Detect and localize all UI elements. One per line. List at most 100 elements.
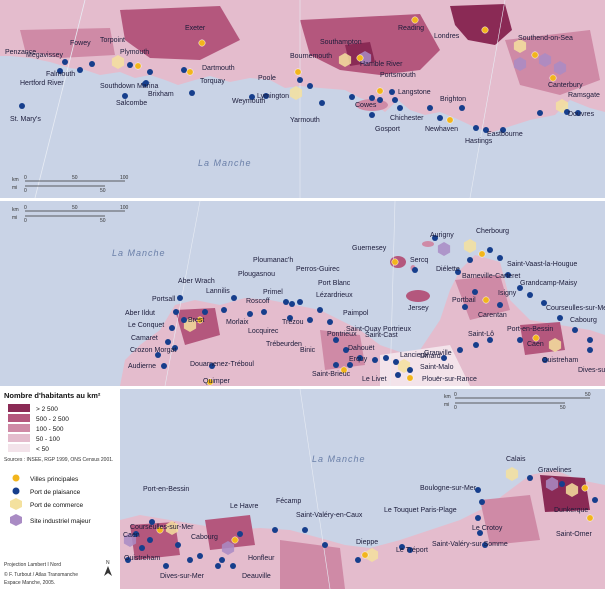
marina-dot <box>317 307 323 313</box>
legend-symbol-marina: Port de plaisance <box>30 489 81 496</box>
marina-dot <box>221 307 227 313</box>
legend-symbol-city: Villes principales <box>30 476 79 483</box>
legend-title: Nombre d'habitants au km² <box>4 391 101 400</box>
marina-dot <box>127 62 133 68</box>
panel1-city-label: Chichester <box>390 115 424 122</box>
panel1-city-label: Megavissey <box>26 52 63 59</box>
marina-dot <box>572 327 578 333</box>
panel2-city-label: Aurigny <box>430 232 454 239</box>
svg-text:mi: mi <box>12 215 17 221</box>
mid-boulogne <box>480 495 540 545</box>
svg-text:km: km <box>444 394 451 400</box>
panel3-city-label: Saint-Valéry-sur Somme <box>432 541 508 548</box>
svg-text:km: km <box>12 207 19 213</box>
panel2-city-label: Saint-Vaast-la-Hougue <box>507 261 577 268</box>
city-dot <box>206 378 214 386</box>
commerce-hex <box>289 86 303 100</box>
marina-dot <box>537 110 543 116</box>
panel2-city-label: Lézardrieux <box>316 292 353 299</box>
marina-dot <box>169 325 175 331</box>
legend-marina-dot <box>12 487 20 495</box>
marina-dot <box>319 100 325 106</box>
commerce-hex <box>555 99 569 113</box>
panel1-city-label: Fowey <box>70 40 91 47</box>
industrial-hex <box>538 53 552 67</box>
svg-text:50: 50 <box>585 392 591 398</box>
panel2-city-label: Diélette <box>436 266 460 273</box>
marina-dot <box>437 115 443 121</box>
panel3-city-label: Gravelines <box>538 467 572 474</box>
legend-class-2: 500 - 2 500 <box>36 416 69 423</box>
marina-dot <box>349 94 355 100</box>
map-markers <box>19 16 598 569</box>
panel2-city-label: Morlaix <box>226 319 249 326</box>
panel2-city-label: Pontrieux <box>327 331 357 338</box>
panel3-city-label: Cabourg <box>191 534 218 541</box>
city-dot <box>196 316 204 324</box>
panel2-city-label: Dinard <box>420 353 441 360</box>
panel-brittany: La Manche km 0 50 100 mi 0 50 <box>0 200 605 387</box>
industrial-hex <box>123 533 137 547</box>
dense-area-devon <box>120 6 240 60</box>
panel1-city-label: Penzance <box>5 49 36 56</box>
land-normandy <box>120 470 605 589</box>
marina-dot <box>477 530 483 536</box>
panel1-city-label: Langstone <box>398 89 431 96</box>
marina-dot <box>181 317 187 323</box>
marina-dot <box>592 497 598 503</box>
marina-dot <box>307 317 313 323</box>
scale-bar-2: km 0 50 100 mi 0 50 <box>12 205 129 224</box>
panel2-city-label: Brest <box>188 317 204 324</box>
panel1-city-label: Torquay <box>200 78 225 85</box>
marina-dot <box>163 563 169 569</box>
marina-dot <box>57 68 63 74</box>
marina-dot <box>527 475 533 481</box>
panel3-city-label: Honfleur <box>248 555 275 562</box>
mid-area-cornwall <box>20 28 115 58</box>
panel2-city-label: Port-en-Bessin <box>507 326 553 333</box>
marina-dot <box>189 90 195 96</box>
panel2-city-label: Caen <box>527 341 544 348</box>
panel1-city-label: Brixham <box>148 91 174 98</box>
marina-dot <box>467 257 473 263</box>
panel1-city-label: Salcombe <box>116 100 147 107</box>
projection-note: Projection Lambert I Nord <box>4 562 61 568</box>
marina-dot <box>181 67 187 73</box>
panel3-city-label: Ouistreham <box>124 555 160 562</box>
panel2-city-label: Carentan <box>478 312 507 319</box>
panel2-city-label: Cabourg <box>570 317 597 324</box>
panel2-city-label: Portsall <box>152 296 176 303</box>
city-dot <box>586 514 594 522</box>
panel2-city-label: Grandcamp-Maisy <box>520 280 578 287</box>
marina-dot <box>215 563 221 569</box>
marina-dot <box>479 499 485 505</box>
marina-dot <box>372 357 378 363</box>
legend-swatch-4 <box>8 414 30 422</box>
panel1-city-label: Hamble River <box>360 61 403 68</box>
marina-dot <box>505 272 511 278</box>
panel1-city-label: Torpoint <box>100 37 125 44</box>
city-dot <box>134 62 142 70</box>
marina-dot <box>383 355 389 361</box>
marina-dot <box>122 93 128 99</box>
panel3-city-label: Calais <box>506 456 526 463</box>
panel2-city-label: Paimpol <box>343 310 369 317</box>
dense-brest <box>175 308 220 345</box>
city-dot <box>532 334 540 342</box>
marina-dot <box>202 309 208 315</box>
marina-dot <box>283 299 289 305</box>
panel2-city-label: Sercq <box>410 257 428 264</box>
panel1-city-label: Falmouth <box>46 71 75 78</box>
marina-dot <box>455 269 461 275</box>
panel2-city-label: Granville <box>424 350 452 357</box>
panel2-city-label: Aber Wrach <box>178 278 215 285</box>
svg-text:50: 50 <box>72 175 78 181</box>
city-dot <box>581 484 589 492</box>
panel2-city-label: Binic <box>300 347 316 354</box>
legend-swatch-3 <box>8 424 30 432</box>
marina-dot <box>149 519 155 525</box>
panel1-city-label: Douvres <box>568 111 595 118</box>
legend-commerce-hex <box>10 498 22 510</box>
commerce-hex <box>505 467 519 481</box>
city-dot <box>478 250 486 258</box>
